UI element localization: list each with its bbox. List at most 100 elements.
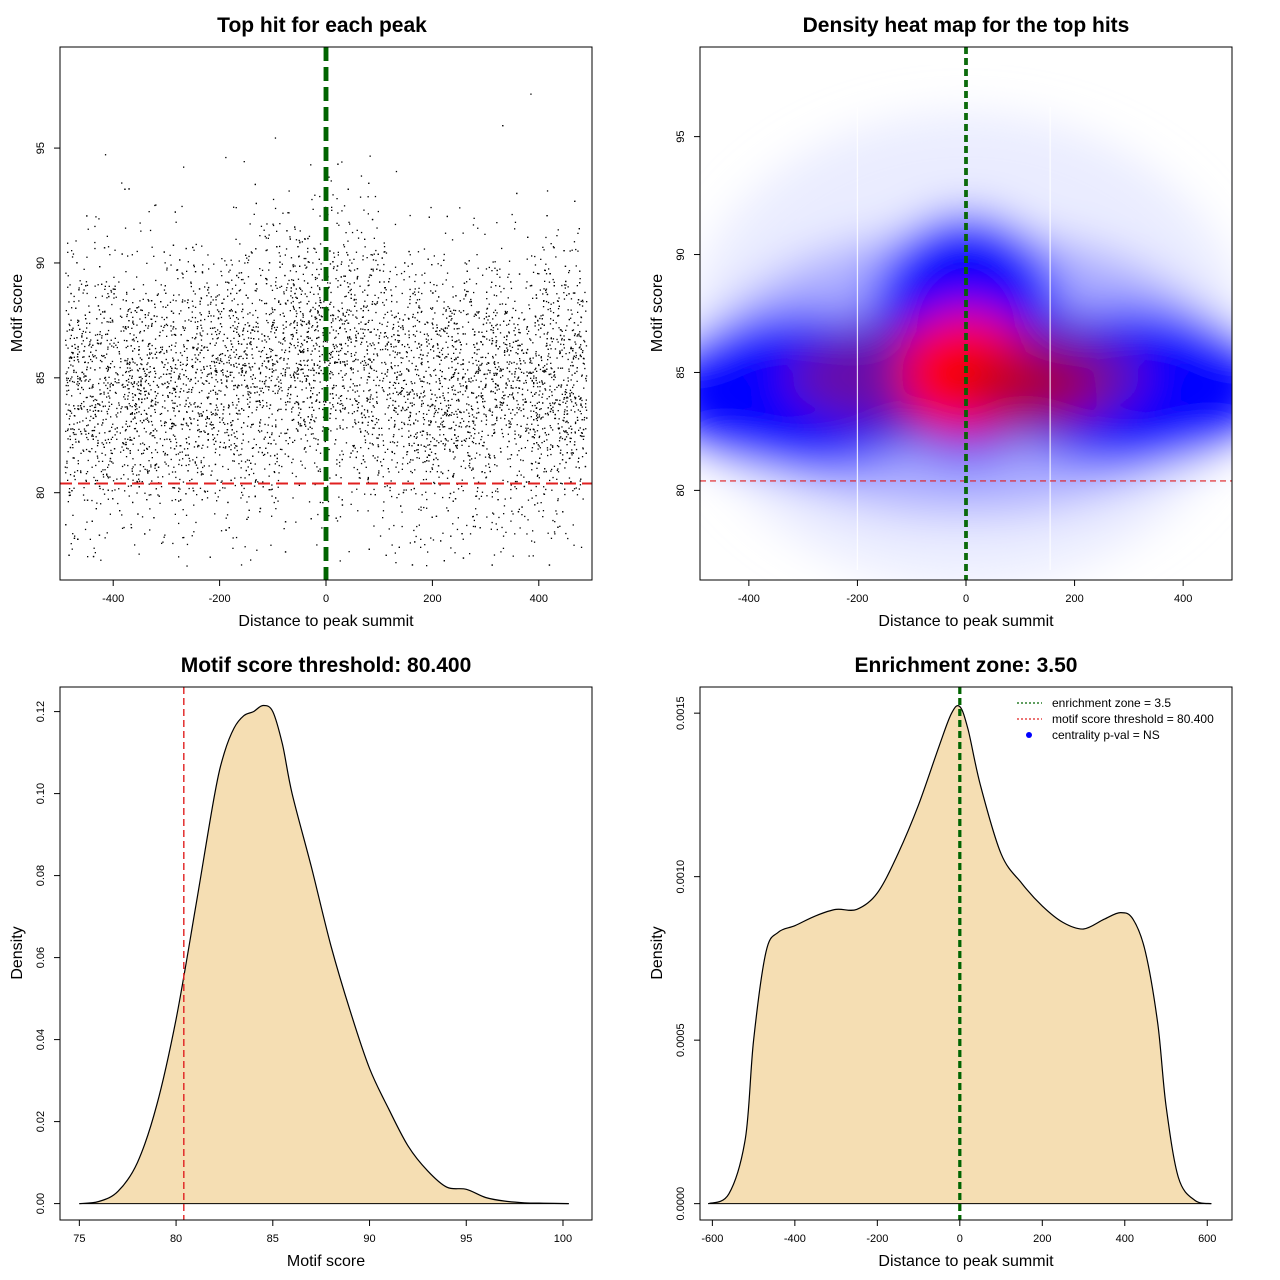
scatter-point <box>556 293 558 295</box>
scatter-point <box>131 358 134 361</box>
scatter-point <box>81 335 83 337</box>
scatter-point <box>186 359 188 361</box>
scatter-point <box>505 531 507 533</box>
scatter-point <box>157 494 159 496</box>
scatter-point <box>336 463 338 465</box>
scatter-point <box>185 454 187 456</box>
scatter-point <box>378 337 380 340</box>
scatter-point <box>141 363 143 366</box>
scatter-point <box>266 405 268 407</box>
scatter-point <box>464 390 467 392</box>
scatter-point <box>69 410 72 412</box>
scatter-point <box>512 392 514 394</box>
scatter-point <box>506 335 508 337</box>
scatter-point <box>347 240 349 242</box>
scatter-point <box>321 430 324 432</box>
scatter-point <box>489 408 491 410</box>
scatter-point <box>457 408 459 411</box>
scatter-point <box>170 447 172 449</box>
scatter-point <box>79 421 81 423</box>
scatter-point <box>536 382 538 384</box>
scatter-point <box>473 437 475 439</box>
scatter-point <box>316 326 318 328</box>
scatter-point <box>311 339 313 342</box>
scatter-point <box>396 371 399 373</box>
scatter-point <box>561 426 563 428</box>
scatter-point <box>568 352 571 354</box>
scatter-point <box>582 447 584 449</box>
scatter-point <box>240 467 242 469</box>
scatter-point <box>465 438 468 440</box>
scatter-point <box>174 381 176 383</box>
scatter-point <box>465 313 468 316</box>
scatter-point <box>574 398 576 400</box>
scatter-point <box>531 450 533 452</box>
scatter-point <box>451 345 454 347</box>
scatter-point <box>252 383 254 385</box>
scatter-point <box>394 223 397 226</box>
scatter-point <box>263 360 266 362</box>
scatter-point <box>424 544 426 546</box>
scatter-point <box>464 467 467 469</box>
scatter-point <box>356 488 358 490</box>
scatter-point <box>557 308 560 310</box>
scatter-point <box>402 406 404 408</box>
scatter-point <box>351 231 354 234</box>
scatter-point <box>301 241 303 243</box>
scatter-point <box>133 323 135 325</box>
scatter-point <box>122 383 124 386</box>
scatter-point <box>472 467 474 469</box>
scatter-point <box>270 544 272 546</box>
scatter-point <box>185 369 187 372</box>
scatter-point <box>389 441 392 443</box>
scatter-point <box>122 442 124 444</box>
scatter-point <box>103 355 105 357</box>
scatter-point <box>125 370 128 373</box>
scatter-point <box>199 431 201 433</box>
scatter-point <box>155 395 158 397</box>
scatter-point <box>255 444 257 446</box>
scatter-point <box>508 323 510 325</box>
scatter-point <box>85 473 88 475</box>
scatter-point <box>132 443 134 445</box>
scatter-point <box>232 315 234 317</box>
scatter-point <box>166 387 168 389</box>
scatter-point <box>202 264 204 266</box>
scatter-point <box>109 367 111 369</box>
scatter-point <box>380 461 382 463</box>
scatter-point <box>326 341 328 343</box>
scatter-point <box>371 301 374 303</box>
scatter-point <box>134 362 136 364</box>
scatter-point <box>504 350 506 352</box>
scatter-point <box>82 292 84 294</box>
scatter-point <box>65 272 67 274</box>
scatter-point <box>320 315 322 317</box>
scatter-point <box>171 399 173 402</box>
scatter-point <box>565 421 567 423</box>
scatter-point <box>94 406 97 408</box>
scatter-point <box>298 363 300 365</box>
scatter-point <box>123 396 125 398</box>
scatter-point <box>416 393 418 395</box>
scatter-point <box>194 402 196 404</box>
scatter-point <box>258 400 261 402</box>
scatter-point <box>525 401 527 403</box>
scatter-point <box>272 349 274 351</box>
scatter-point <box>546 344 548 347</box>
scatter-point <box>521 312 523 314</box>
scatter-point <box>228 439 230 441</box>
scatter-point <box>271 326 273 328</box>
scatter-point <box>190 320 192 322</box>
scatter-point <box>206 282 208 284</box>
scatter-point <box>186 356 188 359</box>
scatter-point <box>108 366 110 368</box>
scatter-point <box>563 298 566 300</box>
scatter-point <box>138 411 140 413</box>
scatter-point <box>367 411 369 413</box>
scatter-point <box>131 369 133 371</box>
scatter-point <box>165 358 167 361</box>
scatter-point <box>67 251 69 253</box>
scatter-point <box>78 441 80 443</box>
scatter-point <box>315 251 317 253</box>
scatter-point <box>95 216 97 218</box>
